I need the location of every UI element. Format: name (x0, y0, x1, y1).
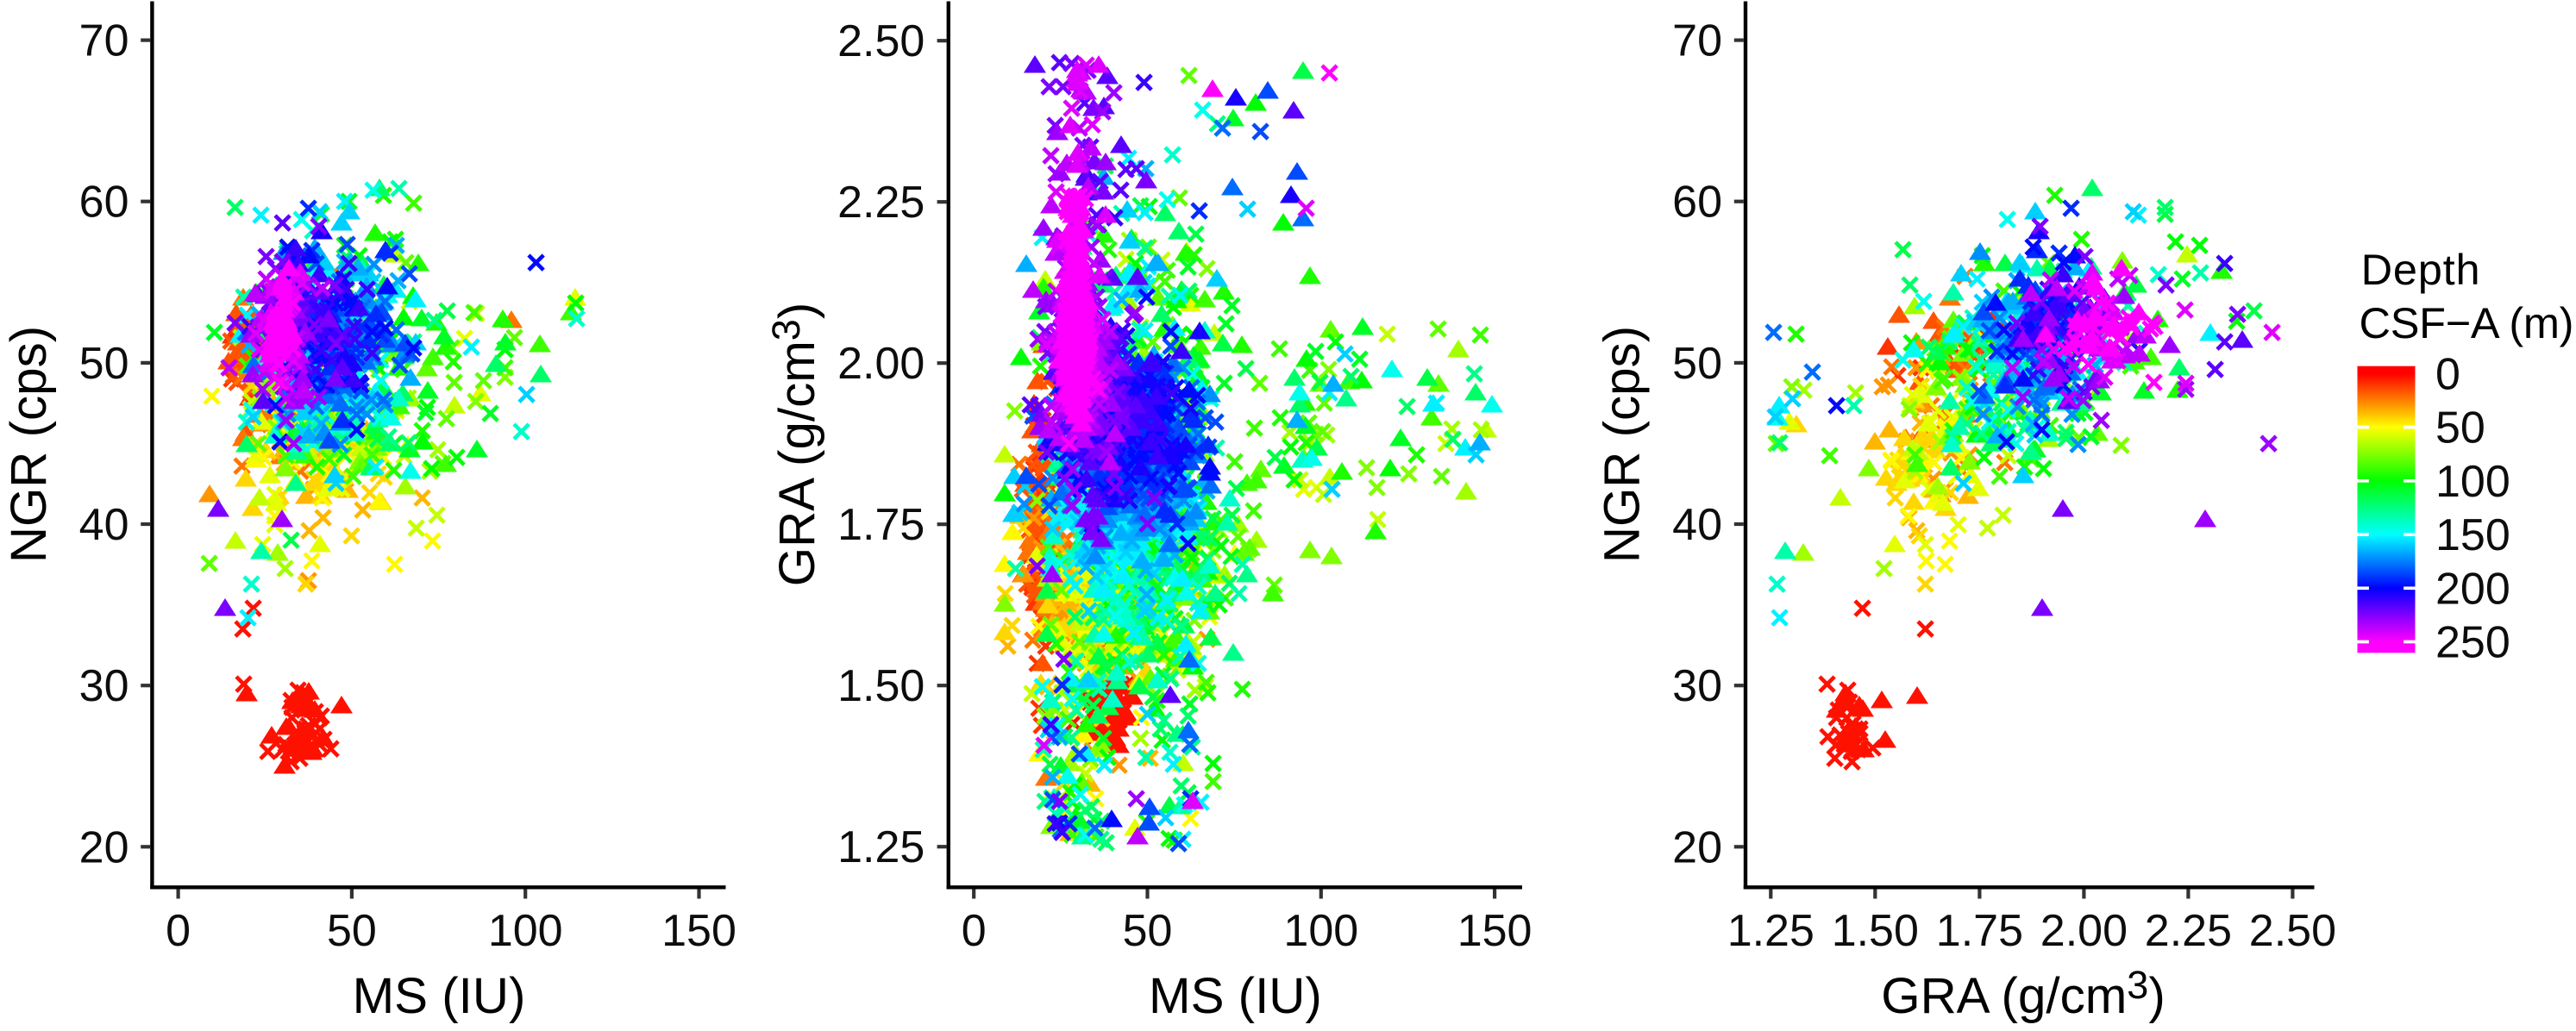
svg-text:50: 50 (1123, 906, 1173, 956)
svg-text:60: 60 (1672, 178, 1722, 228)
svg-text:70: 70 (79, 16, 129, 66)
svg-text:2.00: 2.00 (2040, 906, 2128, 956)
svg-text:2.50: 2.50 (2249, 906, 2336, 956)
svg-text:0: 0 (962, 906, 987, 956)
svg-text:1.75: 1.75 (1936, 906, 2023, 956)
svg-text:GRA (g/cm3): GRA (g/cm3) (1881, 963, 2165, 1024)
svg-text:2.25: 2.25 (837, 178, 924, 228)
svg-text:200: 200 (2435, 564, 2510, 614)
svg-text:1.25: 1.25 (1727, 906, 1814, 956)
svg-text:100: 100 (2435, 457, 2510, 507)
svg-text:0: 0 (166, 906, 191, 956)
svg-text:30: 30 (79, 661, 129, 711)
svg-text:2.50: 2.50 (837, 16, 924, 66)
svg-text:60: 60 (79, 178, 129, 228)
svg-text:CSF−A (m): CSF−A (m) (2360, 298, 2574, 347)
svg-text:150: 150 (661, 906, 736, 956)
svg-text:50: 50 (327, 906, 377, 956)
svg-text:50: 50 (79, 339, 129, 389)
svg-text:MS (IU): MS (IU) (353, 968, 526, 1024)
svg-text:70: 70 (1672, 16, 1722, 66)
svg-text:50: 50 (1672, 339, 1722, 389)
svg-text:Depth: Depth (2361, 245, 2480, 294)
svg-text:0: 0 (2435, 349, 2460, 399)
svg-text:1.50: 1.50 (1832, 906, 1919, 956)
svg-text:MS (IU): MS (IU) (1149, 968, 1322, 1024)
svg-text:40: 40 (79, 500, 129, 550)
svg-text:NGR (cps): NGR (cps) (1, 326, 57, 563)
svg-text:NGR (cps): NGR (cps) (1595, 326, 1651, 563)
svg-text:50: 50 (2435, 403, 2485, 453)
svg-text:40: 40 (1672, 500, 1722, 550)
svg-text:100: 100 (488, 906, 563, 956)
svg-text:GRA (g/cm3): GRA (g/cm3) (764, 303, 825, 587)
svg-text:20: 20 (1672, 822, 1722, 872)
svg-text:2.25: 2.25 (2145, 906, 2232, 956)
svg-text:20: 20 (79, 822, 129, 872)
svg-text:1.75: 1.75 (837, 500, 924, 550)
svg-text:150: 150 (1457, 906, 1532, 956)
svg-text:30: 30 (1672, 661, 1722, 711)
svg-text:1.50: 1.50 (837, 661, 924, 711)
svg-text:1.25: 1.25 (837, 822, 924, 872)
svg-text:2.00: 2.00 (837, 339, 924, 389)
svg-text:100: 100 (1283, 906, 1358, 956)
svg-text:250: 250 (2435, 618, 2510, 668)
svg-text:150: 150 (2435, 510, 2510, 560)
